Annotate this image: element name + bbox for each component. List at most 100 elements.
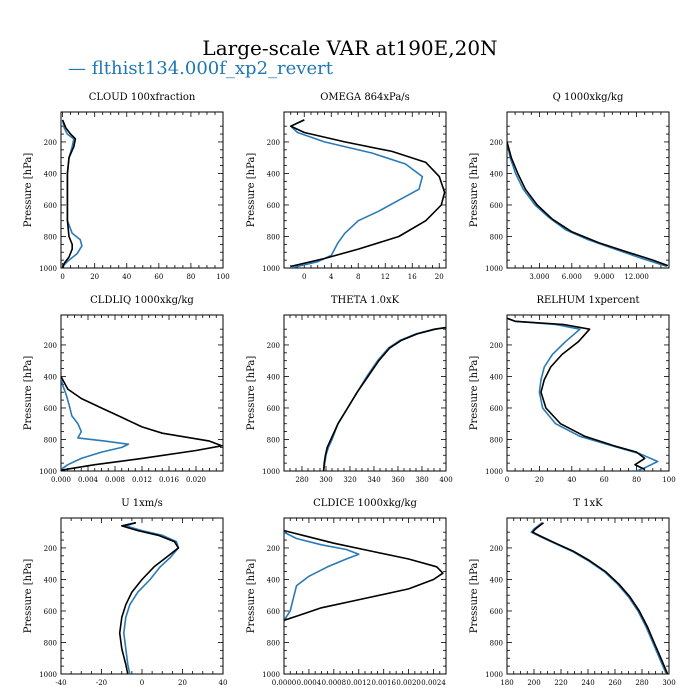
y-axis-label: Pressure [hPa] (246, 153, 257, 228)
y-tick-label: 1000 (262, 671, 280, 679)
x-tick-label: 20 (178, 679, 187, 687)
y-tick-label: 400 (44, 373, 57, 381)
plot-frame (506, 314, 670, 472)
black-series-line (507, 317, 646, 471)
y-tick-label: 600 (490, 202, 503, 210)
y-tick-label: 800 (267, 233, 280, 241)
y-tick-label: 600 (490, 405, 503, 413)
y-tick-label: 400 (267, 576, 280, 584)
black-series-line (61, 376, 223, 471)
plot-frame (283, 314, 447, 472)
y-tick-label: 200 (44, 342, 57, 350)
x-tick-label: 320 (343, 476, 356, 484)
blue-series-line (61, 376, 130, 471)
x-tick-label: 220 (554, 679, 567, 687)
x-tick-label: -40 (55, 679, 66, 687)
x-tick-label: 100 (216, 273, 229, 281)
x-tick-label: 0.0012 (347, 679, 372, 687)
x-tick-label: 60 (154, 273, 163, 281)
black-series-line (284, 529, 444, 622)
plot-frame (506, 517, 670, 675)
x-tick-label: 0 (505, 476, 509, 484)
x-tick-label: 20 (535, 476, 544, 484)
x-tick-label: 360 (391, 476, 404, 484)
y-tick-label: 600 (490, 608, 503, 616)
y-tick-label: 800 (267, 436, 280, 444)
panel-title: CLOUD 100xfraction (89, 92, 196, 103)
plot-frame (506, 111, 670, 269)
y-axis-label: Pressure [hPa] (246, 356, 257, 431)
y-tick-label: 200 (490, 139, 503, 147)
y-tick-label: 600 (44, 202, 57, 210)
y-tick-label: 200 (490, 342, 503, 350)
y-tick-label: 600 (44, 405, 57, 413)
y-tick-label: 400 (44, 170, 57, 178)
y-tick-label: 1000 (39, 265, 57, 273)
y-tick-label: 200 (490, 545, 503, 553)
legend-line-icon: — (68, 58, 86, 79)
y-tick-label: 1000 (262, 265, 280, 273)
blue-series-line (284, 531, 360, 621)
x-tick-label: 260 (608, 679, 621, 687)
panel-title: RELHUM 1xpercent (536, 295, 639, 306)
chart-panel: CLDLIQ 1000xkg/kg Pressure [hPa] 200 400 600… (23, 295, 224, 484)
panel-title: T 1xK (573, 498, 603, 509)
x-tick-label: 180 (500, 679, 513, 687)
legend: — flthist134.000f_xp2_revert (68, 58, 333, 79)
x-tick-label: 300 (662, 679, 675, 687)
x-tick-label: 40 (219, 679, 228, 687)
black-series-line (507, 141, 669, 267)
x-tick-label: 380 (415, 476, 428, 484)
y-tick-label: 400 (490, 170, 503, 178)
x-tick-label: 9.000 (594, 273, 614, 281)
plot-frame (283, 111, 447, 269)
black-series-line (531, 522, 669, 674)
blue-series-line (289, 119, 424, 268)
y-tick-label: 1000 (39, 468, 57, 476)
y-tick-label: 800 (44, 233, 57, 241)
x-tick-label: 20 (90, 273, 99, 281)
y-tick-label: 800 (267, 639, 280, 647)
black-series-line (289, 119, 446, 268)
x-tick-label: 0.004 (78, 476, 99, 484)
y-tick-label: 600 (267, 405, 280, 413)
figure-title: Large-scale VAR at190E,20N (202, 36, 498, 60)
blue-series-line (507, 317, 659, 471)
x-tick-label: 80 (632, 476, 641, 484)
y-tick-label: 200 (267, 342, 280, 350)
x-tick-label: 0.008 (105, 476, 125, 484)
blue-series-line (123, 521, 180, 674)
x-tick-label: 60 (600, 476, 609, 484)
plot-frame (60, 314, 224, 472)
x-tick-label: 8 (356, 273, 360, 281)
x-tick-label: 340 (367, 476, 380, 484)
x-tick-label: 0.000 (51, 476, 71, 484)
x-tick-label: 200 (527, 679, 540, 687)
y-axis-label: Pressure [hPa] (23, 356, 34, 431)
x-tick-label: 12.000 (624, 273, 649, 281)
y-tick-label: 800 (490, 436, 503, 444)
y-tick-label: 800 (490, 639, 503, 647)
blue-series-line (530, 522, 668, 674)
x-tick-label: 0.0000 (272, 679, 297, 687)
x-tick-label: 0.020 (186, 476, 206, 484)
x-tick-label: 280 (635, 679, 648, 687)
y-axis-label: Pressure [hPa] (469, 356, 480, 431)
x-tick-label: 0.0024 (421, 679, 446, 687)
panel-title: THETA 1.0xK (331, 295, 400, 306)
y-tick-label: 600 (267, 202, 280, 210)
y-tick-label: 1000 (262, 468, 280, 476)
chart-panel: THETA 1.0xK Pressure [hPa] 200 400 600 800 100… (246, 295, 453, 484)
x-tick-label: 240 (581, 679, 594, 687)
y-tick-label: 200 (267, 139, 280, 147)
x-tick-label: 20 (435, 273, 444, 281)
x-tick-label: 0 (302, 273, 306, 281)
y-tick-label: 200 (267, 545, 280, 553)
blue-series-line (507, 141, 668, 268)
panel-title: CLDICE 1000xkg/kg (313, 498, 417, 509)
x-tick-label: 12 (381, 273, 390, 281)
x-tick-label: 100 (662, 476, 675, 484)
y-tick-label: 1000 (39, 671, 57, 679)
